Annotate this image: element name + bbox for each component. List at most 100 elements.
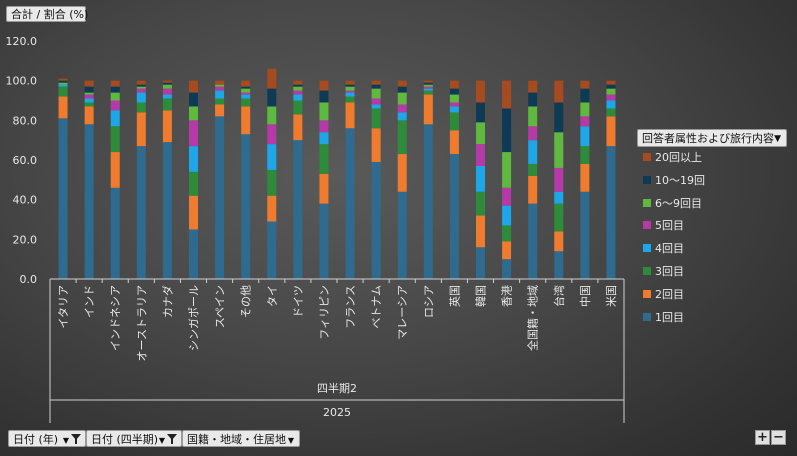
axis-field-button[interactable]: 国籍・地域・住居地 ▼ — [182, 430, 300, 447]
bar-segment — [84, 94, 94, 99]
quarter-group-label: 四半期2 — [317, 381, 357, 395]
bar-segment — [189, 146, 198, 172]
bar-segment — [215, 84, 225, 87]
bar-segment — [371, 98, 381, 105]
legend-field-dropdown[interactable]: 回答者属性および旅行内容 ▼ — [637, 129, 787, 147]
bar-segment — [84, 80, 94, 87]
bar-segment — [580, 88, 590, 103]
bar-segment — [528, 92, 538, 107]
legend-item: 3回目 — [643, 266, 684, 278]
bar-segment — [267, 144, 277, 170]
legend-item: 2回目 — [643, 287, 684, 301]
bar-segment — [397, 154, 407, 192]
filter-icon — [167, 434, 177, 444]
bar-segment — [371, 161, 381, 279]
bar-segment — [215, 116, 225, 279]
bar-segment — [110, 86, 120, 93]
x-tick-label: フィリピン — [318, 285, 331, 340]
bar-segment — [319, 90, 329, 103]
year-group-label: 2025 — [323, 406, 351, 419]
bar-segment — [423, 90, 433, 95]
measure-field-button[interactable]: 合計 / 割合 (%) — [6, 6, 88, 22]
bar-segment — [397, 80, 407, 87]
bar-segment — [423, 94, 433, 125]
bar-segment — [319, 80, 329, 91]
quarter-filter-button[interactable]: 日付 (四半期) ▼ — [86, 430, 182, 447]
bar-segment — [397, 92, 407, 105]
legend-swatch — [643, 198, 651, 207]
collapse-button[interactable]: − — [771, 430, 786, 445]
bar-segment — [528, 126, 538, 141]
y-tick-label: 60.0 — [13, 154, 38, 167]
chevron-down-icon: ▼ — [774, 134, 781, 144]
bar-segment — [502, 80, 512, 109]
bar-segment — [580, 191, 590, 279]
bar-segment — [476, 102, 485, 123]
bar-segment — [189, 106, 198, 121]
quarter-filter-label: 日付 (四半期) — [91, 433, 159, 446]
bar-segment — [136, 102, 146, 113]
bar-segment — [502, 225, 512, 242]
bar-segment — [554, 203, 564, 232]
y-tick-label: 80.0 — [13, 114, 38, 127]
legend-swatch — [643, 244, 651, 253]
bar-segment — [476, 191, 485, 216]
bar-segment — [554, 231, 564, 252]
bar-segment — [110, 152, 120, 188]
bar-segment — [215, 104, 225, 117]
bar-segment — [397, 191, 407, 279]
legend-label: 5回目 — [655, 219, 684, 233]
bar-segment — [58, 84, 68, 87]
bar-segment — [189, 120, 198, 147]
x-tick-label: カナダ — [160, 285, 174, 318]
bar-segment — [345, 90, 355, 93]
y-tick-label: 40.0 — [13, 194, 38, 207]
bar-segment — [371, 104, 381, 109]
bar-segment — [58, 118, 68, 279]
chevron-down-icon: ▼ — [287, 436, 294, 445]
legend-swatch — [643, 175, 651, 184]
year-filter-button[interactable]: 日付 (年) ▼ — [8, 430, 86, 447]
bar-segment — [449, 88, 459, 95]
bar-segment — [397, 120, 407, 155]
bar-segment — [293, 80, 303, 85]
bar-segment — [580, 102, 590, 117]
bar-segment — [345, 84, 355, 87]
bar-segment — [371, 84, 381, 89]
bar-segment — [528, 140, 538, 164]
x-tick-label: フランス — [344, 285, 357, 329]
chevron-down-icon: ▼ — [158, 436, 165, 445]
bar-segment — [162, 94, 172, 99]
bar-segment — [215, 98, 225, 105]
bar-segment — [345, 92, 355, 97]
bar-segment — [476, 165, 485, 192]
bar-segment — [397, 104, 407, 113]
bar-segment — [476, 247, 485, 279]
bar-segment — [449, 94, 459, 103]
bar-segment — [476, 144, 485, 166]
x-tick-label: スペイン — [214, 285, 227, 328]
bar-segment — [502, 205, 512, 226]
bar-segment — [162, 82, 172, 85]
bar-segment — [423, 82, 433, 85]
y-tick-label: 0.0 — [20, 273, 38, 286]
legend-label: 1回目 — [655, 310, 684, 324]
bar-segment — [528, 106, 538, 127]
bar-segment — [423, 84, 433, 87]
y-tick-label: 20.0 — [13, 233, 38, 246]
y-tick-label: 100.0 — [6, 75, 38, 88]
bar-segment — [162, 80, 172, 83]
bar-segment — [241, 134, 251, 279]
legend-swatch — [643, 221, 651, 230]
bar-segment — [267, 68, 277, 89]
bar-segment — [293, 90, 303, 95]
x-axis: イタリア インド インドネシア オーストラリア カナダ シンガポール スペイン その他 タイ ドイ… — [49, 278, 625, 423]
expand-button[interactable]: + — [755, 430, 770, 445]
x-tick-label: 英国 — [447, 285, 461, 307]
bar-segment — [554, 167, 564, 192]
y-axis: 0.0 20.0 40.0 60.0 80.0 100.0 120.0 — [6, 35, 38, 286]
legend-label: 2回目 — [655, 287, 684, 301]
bar-segment — [162, 88, 172, 95]
legend-item: 6〜9回目 — [643, 197, 702, 210]
